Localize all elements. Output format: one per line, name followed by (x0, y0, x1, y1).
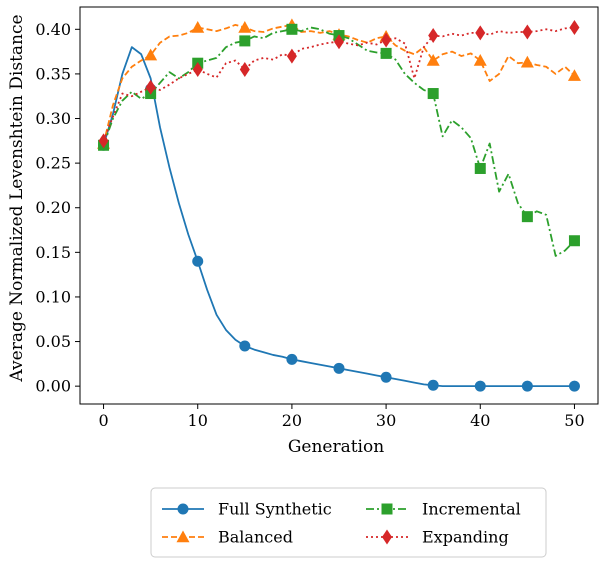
legend-item-expanding: Expanding (366, 528, 509, 547)
data-point-full-synthetic (192, 255, 204, 267)
data-point-balanced (520, 55, 534, 68)
plot-area (80, 7, 598, 404)
y-tick-label: 0.10 (35, 287, 71, 306)
data-point-full-synthetic (568, 380, 580, 392)
legend-label: Expanding (422, 528, 509, 547)
data-point-full-synthetic (333, 362, 345, 374)
x-tick-label: 20 (282, 411, 302, 430)
data-point-incremental (568, 235, 580, 247)
y-tick-label: 0.30 (35, 109, 71, 128)
y-tick-label: 0.40 (35, 20, 71, 39)
data-point-expanding (98, 133, 109, 149)
y-tick-label: 0.05 (35, 332, 71, 351)
series-line-incremental (102, 26, 576, 257)
x-axis-label: Generation (288, 437, 384, 457)
legend: Full Synthetic Balanced Incremental Expandi… (150, 487, 547, 558)
x-tick-label: 0 (98, 411, 108, 430)
data-point-expanding (192, 61, 203, 77)
data-point-expanding (569, 20, 580, 36)
series-full-synthetic (98, 46, 580, 392)
series-line-expanding (102, 26, 575, 142)
legend-marker (382, 529, 392, 545)
plot-background (80, 7, 598, 404)
data-point-incremental (427, 88, 439, 100)
x-tick-label: 50 (564, 411, 584, 430)
y-tick-label: 0.20 (35, 198, 71, 217)
legend-item-balanced: Balanced (162, 528, 293, 547)
data-point-full-synthetic (239, 340, 251, 352)
legend-label: Balanced (218, 528, 293, 547)
y-tick-label: 0.00 (35, 377, 71, 396)
data-point-expanding (522, 24, 533, 40)
x-tick-label: 30 (376, 411, 396, 430)
data-point-expanding (381, 32, 392, 48)
series-expanding (98, 20, 580, 149)
legend-marker (176, 530, 190, 543)
data-point-balanced (426, 54, 440, 66)
legend-item-full-synthetic: Full Synthetic (162, 500, 332, 519)
y-tick-label: 0.15 (35, 243, 71, 262)
data-point-balanced (473, 54, 487, 66)
data-point-incremental (521, 211, 533, 223)
axes-layer: 0 10 20 30 40 50 0.00 0.05 0.10 0.15 0.20 0.25 0.30 0… (35, 6, 599, 430)
legend-label: Full Synthetic (218, 500, 332, 519)
data-point-expanding (475, 25, 486, 41)
data-point-balanced (238, 21, 252, 33)
data-point-expanding (286, 48, 297, 64)
data-point-balanced (144, 48, 158, 61)
y-axis-label: Average Normalized Levenshtein Distance (7, 14, 27, 382)
plot-frame (79, 6, 599, 405)
data-point-balanced (567, 69, 581, 81)
data-point-full-synthetic (380, 371, 392, 383)
x-tick-label: 10 (188, 411, 208, 430)
data-point-incremental (474, 162, 486, 174)
data-point-incremental (286, 23, 298, 35)
legend-marker (177, 503, 189, 515)
data-point-incremental (239, 35, 251, 47)
legend-marker (381, 503, 393, 515)
data-point-expanding (145, 79, 156, 95)
series-layer (97, 18, 581, 392)
legend-label: Incremental (422, 500, 521, 519)
legend-box (150, 487, 547, 558)
data-point-expanding (334, 34, 344, 50)
data-point-full-synthetic (474, 380, 486, 392)
y-tick-label: 0.35 (35, 64, 71, 83)
data-point-balanced (191, 21, 205, 33)
data-point-full-synthetic (521, 380, 533, 392)
data-point-expanding (428, 28, 439, 44)
y-tick-label: 0.25 (35, 154, 71, 173)
legend-item-incremental: Incremental (366, 500, 521, 519)
x-tick-label: 40 (470, 411, 490, 430)
data-point-full-synthetic (286, 353, 298, 365)
data-point-full-synthetic (427, 379, 439, 391)
data-point-incremental (380, 47, 392, 59)
data-point-expanding (239, 61, 250, 77)
